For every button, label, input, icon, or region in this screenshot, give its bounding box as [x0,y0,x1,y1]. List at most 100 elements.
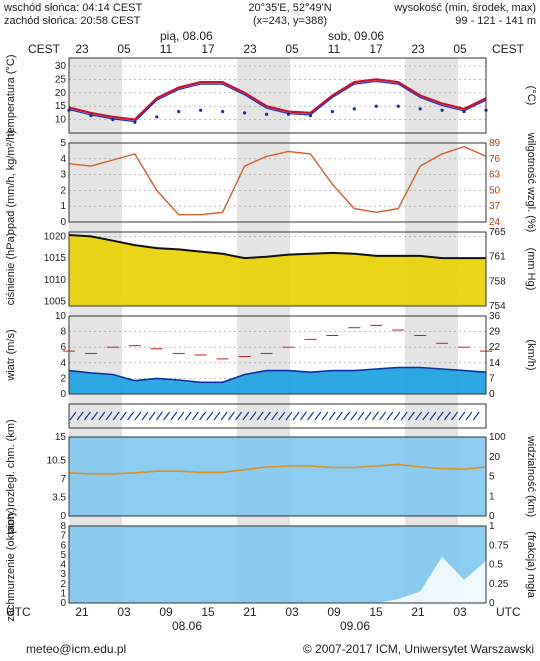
dew-point-dot [374,104,378,108]
y-tick-label-right: 0.75 [489,540,509,551]
wind-direction-arrow [364,411,372,421]
wind-direction-arrow [321,411,329,421]
bottom-hour-label: 09 [327,605,341,619]
wind-direction-arrow [299,411,307,421]
bottom-hour-label: 21 [75,605,89,619]
day2-label: sob, 09.06 [328,29,384,43]
panel-pressure: 1005 1010 1015 1020 754 758 761 765 ciśnienie (h… [5,227,537,312]
top-hour-label: 23 [243,42,257,56]
wind-direction-arrow [314,411,322,421]
wind-direction-arrow [379,411,387,421]
copyright-text: © 2007-2017 ICM, Uniwersytet Warszawski [303,642,534,656]
wind-direction-arrow [472,411,480,421]
y-tick-label-right: 20 [489,452,501,463]
top-hour-label: 05 [453,42,467,56]
y-tick-label-right: 0.5 [489,560,503,571]
y-tick-label-right: 0 [489,598,495,609]
y-tick-label: 6 [60,342,66,353]
y-axis-name: temperatura (°C) [5,54,17,136]
dew-point-dot [242,111,247,115]
wind-direction-arrow [76,411,84,421]
y-tick-label: 1 [60,201,66,212]
y-tick-label-right: 100 [489,432,506,443]
y-tick-label-right: 24 [489,217,501,228]
dew-point-dot [440,108,444,112]
dew-point-dot [221,109,225,114]
wind-direction-arrow [357,411,365,421]
y-tick-label: 30 [55,61,67,72]
y-tick-label: 2 [60,579,66,590]
dew-point-dot [199,108,203,112]
y-tick-label-right: 0 [489,511,495,522]
y-tick-label: 10 [55,115,67,126]
wind-direction-arrow [407,411,415,421]
cloud-cover-area [69,526,486,603]
top-hour-label: 23 [411,42,425,56]
wind-direction-arrow [415,411,423,421]
night-band [237,58,290,603]
y-tick-label: 10.5 [47,456,67,467]
panel-frame [68,436,487,517]
y-tick-label-right: 761 [489,252,506,263]
wind-direction-arrow [278,411,286,421]
y-tick-label-right: 758 [489,276,506,287]
wind-direction-arrow [148,411,156,421]
wind-direction-arrow [163,411,171,421]
email-link[interactable]: meteo@icm.edu.pl [26,642,126,656]
y-tick-label-right: 0 [489,389,495,400]
y-tick-label-right: 754 [489,301,506,312]
dew-point-dot [133,120,137,124]
y-axis-name-right: wilgotność wzgl. (%) [525,132,537,233]
y-tick-label: 15 [55,101,67,112]
pressure-line [68,234,486,260]
top-hour-label: 23 [75,42,89,56]
dew-point-dot [418,107,422,111]
y-tick-label: 0 [60,389,66,400]
y-tick-label: 1 [60,588,66,599]
panel-frame [68,57,487,134]
wind-direction-arrow [285,411,293,421]
night-band [405,58,458,603]
y-tick-label: 7 [60,531,66,542]
wind-direction-arrow [465,411,473,421]
panel-frame [68,231,487,307]
y-tick-label: 6 [60,540,66,551]
y-tick-label-right: 29 [489,327,501,338]
dew-point-dot [352,107,356,111]
y-tick-label: 4 [60,154,66,165]
y-tick-label: 1005 [44,297,67,308]
wind-direction-arrow [213,411,221,421]
dew-point-dot [330,109,334,114]
y-tick-label: 2 [60,185,66,196]
panel-temperature: 10 15 20 25 30 temperatura (°C) (°C) [5,54,537,136]
grid-text: (x=243, y=388) [253,15,327,27]
elevation-values: 99 - 121 - 141 m [455,15,536,27]
top-hour-label: 17 [201,42,215,56]
sunrise-text: wschód słońca: 04:14 CEST [3,2,142,14]
wind-direction-arrow [91,411,99,421]
bottom-hour-label: 21 [411,605,425,619]
y-tick-label: 0 [60,598,66,609]
bottom-hour-label: 15 [201,605,215,619]
dew-point-dot [286,112,291,116]
dew-point-dot [264,112,269,116]
y-tick-label-right: 7 [489,373,495,384]
wind-direction-arrow [343,411,351,421]
wind-direction-arrow [227,411,235,421]
temperature-band [68,80,487,123]
bottom-hour-label: 03 [117,605,131,619]
wind-direction-arrow [292,411,300,421]
wind-direction-arrow [371,411,379,421]
wind-direction-arrow [263,411,271,421]
y-tick-label-right: 50 [489,185,501,196]
y-axis-name: ciśnienie (hPa) [5,233,17,306]
wind-speed-area [69,367,486,394]
y-tick-label-right: 63 [489,170,501,181]
wind-direction-arrow [112,411,120,421]
wind-direction-arrow [83,411,91,421]
y-tick-label: 7 [60,474,66,485]
y-tick-label-right: 14 [489,358,501,369]
bottom-hour-label: 09 [159,605,173,619]
dew-point-dot [462,109,466,114]
